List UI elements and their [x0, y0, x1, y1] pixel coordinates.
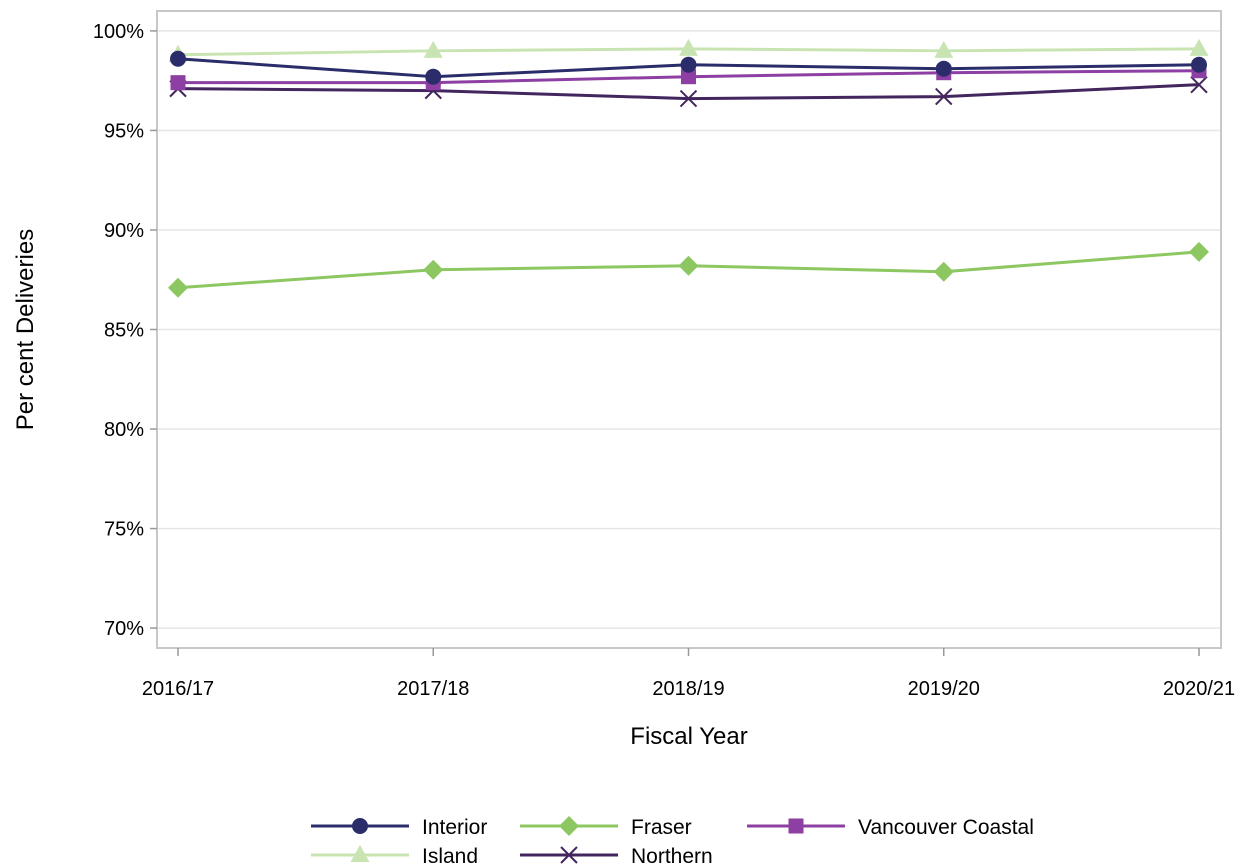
x-axis-title: Fiscal Year — [630, 723, 747, 750]
data-point — [680, 56, 697, 73]
series-lines — [168, 38, 1209, 298]
legend-label: Island — [422, 845, 478, 867]
y-tick-label: 75% — [104, 519, 144, 541]
data-point — [934, 40, 954, 58]
x-tick-label: 2017/18 — [397, 678, 469, 700]
series-fraser — [168, 241, 1209, 298]
data-point — [170, 75, 186, 91]
legend-label: Vancouver Coastal — [858, 816, 1034, 839]
y-tick-label: 80% — [104, 419, 144, 441]
legend: Interior Fraser Vancouver Coastal Island Nor… — [311, 816, 1034, 867]
series-interior — [170, 50, 1207, 85]
gridlines — [157, 30, 1221, 629]
data-point — [935, 60, 952, 77]
legend-label: Interior — [422, 816, 487, 839]
data-point — [679, 38, 698, 56]
data-point — [170, 50, 186, 67]
x-tick-label: 2016/17 — [142, 678, 214, 700]
data-point — [1191, 56, 1207, 73]
legend-item: Island — [311, 845, 478, 867]
legend-item: Interior — [311, 816, 487, 839]
data-point — [1189, 241, 1209, 262]
data-point — [933, 261, 954, 282]
y-tick-label: 90% — [104, 220, 144, 242]
legend-marker — [788, 818, 804, 834]
x-tick-label: 2020/21 — [1163, 678, 1235, 700]
data-point — [681, 69, 696, 85]
data-point — [423, 259, 444, 280]
x-tick-label: 2019/20 — [908, 678, 980, 700]
data-point — [1190, 75, 1208, 94]
series-line — [177, 83, 1200, 101]
x-tick-label: 2018/19 — [652, 678, 724, 700]
legend-marker — [560, 846, 578, 864]
y-tick-label: 95% — [104, 120, 144, 142]
y-axis-ticks: 70% 75% 80% 85% 90% 95% 100% — [93, 21, 157, 640]
y-tick-label: 100% — [93, 21, 144, 43]
legend-label: Northern — [631, 845, 713, 867]
x-axis-ticks: 2016/17 2017/18 2018/19 2019/20 2020/21 — [142, 648, 1235, 700]
data-point — [423, 40, 443, 58]
legend-marker — [559, 816, 579, 836]
data-point — [168, 277, 188, 298]
data-point — [678, 255, 699, 276]
legend-item: Fraser — [520, 816, 692, 839]
legend-item: Northern — [520, 845, 713, 867]
data-point — [679, 89, 698, 108]
y-axis-title: Per cent Deliveries — [12, 229, 39, 430]
y-tick-label: 70% — [104, 618, 144, 640]
data-point — [1189, 38, 1209, 56]
legend-label: Fraser — [631, 816, 692, 839]
legend-item: Vancouver Coastal — [747, 816, 1034, 839]
y-tick-label: 85% — [104, 320, 144, 342]
legend-marker — [352, 818, 368, 834]
data-point — [935, 87, 953, 106]
legend-marker — [350, 845, 370, 862]
data-point — [425, 68, 442, 85]
